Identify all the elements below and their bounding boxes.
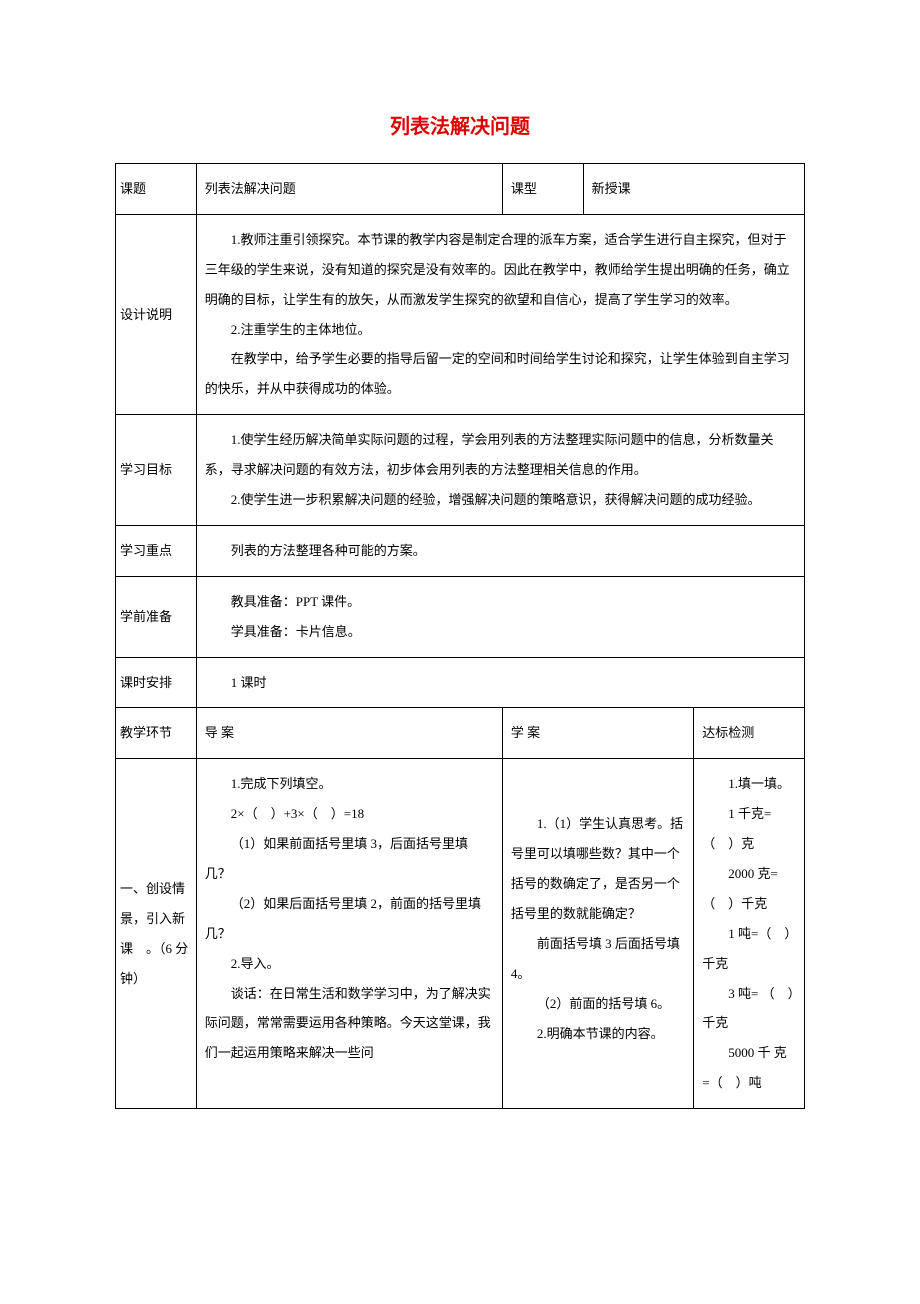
table-row: 课题 列表法解决问题 课型 新授课	[116, 164, 805, 215]
table-row: 一、创设情景，引入新课 。（6 分钟） 1.完成下列填空。 2×（ ）+3×（ …	[116, 759, 805, 1109]
cell-xuean-content: 1.（1）学生认真思考。括号里可以填哪些数？其中一个括号的数确定了，是否另一个括…	[502, 759, 693, 1109]
paragraph: 1.（1）学生认真思考。括号里可以填哪些数？其中一个括号的数确定了，是否另一个括…	[511, 809, 685, 929]
paragraph: 1 吨=（ ）千克	[702, 919, 796, 979]
table-row: 学习重点 列表的方法整理各种可能的方案。	[116, 525, 805, 576]
paragraph: 2.使学生进一步积累解决问题的经验，增强解决问题的策略意识，获得解决问题的成功经…	[205, 485, 796, 515]
cell-segment-label: 教学环节	[116, 708, 197, 759]
cell-daoan-header: 导 案	[196, 708, 502, 759]
paragraph: 2×（ ）+3×（ ）=18	[205, 799, 494, 829]
cell-design-content: 1.教师注重引领探究。本节课的教学内容是制定合理的派车方案，适合学生进行自主探究…	[196, 214, 804, 414]
table-row: 教学环节 导 案 学 案 达标检测	[116, 708, 805, 759]
paragraph: 1.教师注重引领探究。本节课的教学内容是制定合理的派车方案，适合学生进行自主探究…	[205, 225, 796, 315]
paragraph: 教具准备：PPT 课件。	[205, 587, 796, 617]
paragraph: 1.填一填。	[702, 769, 796, 799]
table-row: 课时安排 1 课时	[116, 657, 805, 708]
cell-duration-label: 课时安排	[116, 657, 197, 708]
paragraph: 学具准备：卡片信息。	[205, 617, 796, 647]
page-title: 列表法解决问题	[115, 110, 805, 139]
paragraph: 2.注重学生的主体地位。	[205, 315, 796, 345]
cell-keypoint-content: 列表的方法整理各种可能的方案。	[196, 525, 804, 576]
cell-section1-label: 一、创设情景，引入新课 。（6 分钟）	[116, 759, 197, 1109]
paragraph: （2）前面的括号填 6。	[511, 989, 685, 1019]
paragraph: 1 课时	[205, 668, 796, 698]
cell-topic-value: 列表法解决问题	[196, 164, 502, 215]
paragraph: 3 吨= （ ）千克	[702, 979, 796, 1039]
cell-xuean-header: 学 案	[502, 708, 693, 759]
paragraph: （1）如果前面括号里填 3，后面括号里填几？	[205, 829, 494, 889]
cell-topic-label: 课题	[116, 164, 197, 215]
paragraph: 谈话：在日常生活和数学学习中，为了解决实际问题，常常需要运用各种策略。今天这堂课…	[205, 979, 494, 1069]
paragraph: 2.明确本节课的内容。	[511, 1019, 685, 1049]
cell-duration-content: 1 课时	[196, 657, 804, 708]
paragraph: 1.完成下列填空。	[205, 769, 494, 799]
cell-type-value: 新授课	[583, 164, 804, 215]
paragraph: 5000 千 克 =（ ）吨	[702, 1038, 796, 1098]
paragraph: 2000 克=（ ）千克	[702, 859, 796, 919]
paragraph: 前面括号填 3 后面括号填 4。	[511, 929, 685, 989]
cell-type-label: 课型	[502, 164, 583, 215]
table-row: 设计说明 1.教师注重引领探究。本节课的教学内容是制定合理的派车方案，适合学生进…	[116, 214, 805, 414]
paragraph: 1 千克=（ ）克	[702, 799, 796, 859]
cell-prep-label: 学前准备	[116, 576, 197, 657]
cell-prep-content: 教具准备：PPT 课件。 学具准备：卡片信息。	[196, 576, 804, 657]
cell-daoan-content: 1.完成下列填空。 2×（ ）+3×（ ）=18 （1）如果前面括号里填 3，后…	[196, 759, 502, 1109]
table-row: 学习目标 1.使学生经历解决简单实际问题的过程，学会用列表的方法整理实际问题中的…	[116, 415, 805, 526]
cell-dabiao-header: 达标检测	[694, 708, 805, 759]
cell-goals-label: 学习目标	[116, 415, 197, 526]
cell-goals-content: 1.使学生经历解决简单实际问题的过程，学会用列表的方法整理实际问题中的信息，分析…	[196, 415, 804, 526]
lesson-plan-table: 课题 列表法解决问题 课型 新授课 设计说明 1.教师注重引领探究。本节课的教学…	[115, 163, 805, 1109]
paragraph: 2.导入。	[205, 949, 494, 979]
paragraph: （2）如果后面括号里填 2，前面的括号里填几？	[205, 889, 494, 949]
paragraph: 在教学中，给予学生必要的指导后留一定的空间和时间给学生讨论和探究，让学生体验到自…	[205, 344, 796, 404]
cell-design-label: 设计说明	[116, 214, 197, 414]
table-row: 学前准备 教具准备：PPT 课件。 学具准备：卡片信息。	[116, 576, 805, 657]
cell-dabiao-content: 1.填一填。 1 千克=（ ）克 2000 克=（ ）千克 1 吨=（ ）千克 …	[694, 759, 805, 1109]
paragraph: 列表的方法整理各种可能的方案。	[205, 536, 796, 566]
cell-keypoint-label: 学习重点	[116, 525, 197, 576]
paragraph: 1.使学生经历解决简单实际问题的过程，学会用列表的方法整理实际问题中的信息，分析…	[205, 425, 796, 485]
